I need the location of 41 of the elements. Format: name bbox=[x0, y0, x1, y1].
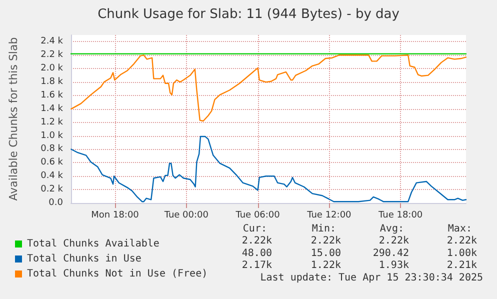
y-tick-label: 0.4 k bbox=[40, 171, 64, 182]
y-tick-label: 1.0 k bbox=[40, 130, 64, 141]
legend-label: Total Chunks Available bbox=[27, 238, 160, 250]
text: 2.21k bbox=[446, 260, 477, 272]
text: 15.00 bbox=[310, 248, 341, 259]
text: Last update: Tue Apr 15 23:30:34 2025 bbox=[260, 272, 484, 284]
x-tick-label: Tue 00:00 bbox=[163, 210, 209, 220]
y-tick-label: 0.0 bbox=[48, 198, 64, 208]
text: 1.93k bbox=[378, 260, 409, 272]
y-tick-label: 1.8 k bbox=[40, 77, 64, 88]
legend-label: Total Chunks in Use bbox=[27, 254, 142, 264]
x-tick-label: Tue 18:00 bbox=[377, 210, 423, 220]
y-tick-label: 1.6 k bbox=[40, 90, 64, 100]
text: 2.22k bbox=[378, 236, 409, 247]
text: 2.17k bbox=[242, 260, 272, 272]
chart-title: Chunk Usage for Slab: 11 (944 Bytes) - by day bbox=[98, 7, 400, 22]
line-series bbox=[70, 54, 467, 122]
y-tick-label: 1.2 k bbox=[40, 117, 64, 128]
text: 1.22k bbox=[310, 260, 341, 272]
x-tick-label: Tue 12:00 bbox=[306, 210, 352, 220]
x-tick-label: Tue 06:00 bbox=[234, 210, 280, 220]
text: Cur: bbox=[242, 224, 267, 234]
legend-label: Total Chunks Not in Use (Free) bbox=[27, 268, 208, 280]
y-axis-title: Available Chunks for this Slab bbox=[7, 37, 20, 201]
text: 48.00 bbox=[242, 248, 272, 259]
x-tick-label: Mon 18:00 bbox=[91, 210, 140, 220]
text: 290.42 bbox=[372, 248, 409, 259]
text: 2.22k bbox=[446, 236, 477, 247]
y-tick-label: 2.0 k bbox=[40, 64, 64, 74]
y-tick-label: 2.4 k bbox=[40, 36, 64, 47]
text: Min: bbox=[312, 224, 336, 234]
text: 2.22k bbox=[310, 236, 341, 247]
y-tick-label: 0.8 k bbox=[40, 144, 64, 154]
text: Avg: bbox=[380, 224, 404, 234]
y-tick-label: 0.6 k bbox=[40, 158, 64, 168]
text: 2.22k bbox=[242, 236, 272, 247]
y-tick-label: 0.2 k bbox=[40, 184, 64, 195]
y-tick-label: 1.4 k bbox=[40, 104, 64, 114]
text: Max: bbox=[448, 224, 472, 234]
text: 1.00k bbox=[446, 248, 477, 259]
y-tick-label: 2.2 k bbox=[40, 50, 64, 60]
